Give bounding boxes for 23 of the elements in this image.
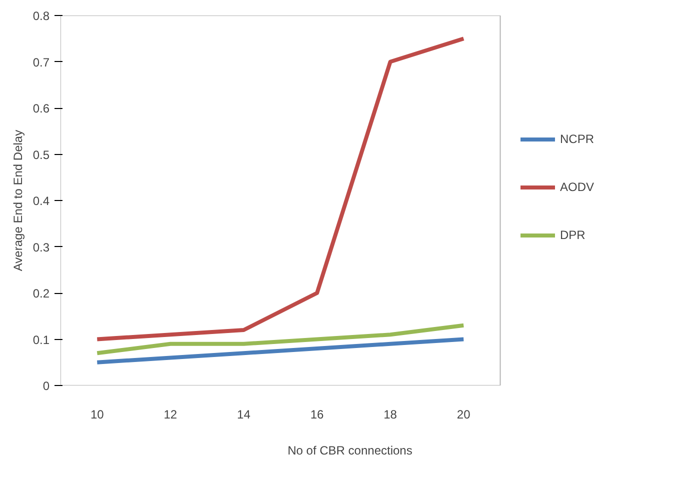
y-tick-label: 0.8 [32, 9, 50, 23]
x-axis-title: No of CBR connections [288, 444, 412, 458]
y-axis-title: Average End to End Delay [10, 130, 25, 272]
x-tick-label: 10 [90, 408, 104, 422]
line-series [95, 337, 466, 364]
legend-label: AODV [560, 180, 594, 194]
x-tick-label: 20 [456, 408, 471, 422]
line-series [95, 36, 466, 342]
y-tick-label: 0.1 [32, 332, 50, 347]
y-tick-label: 0 [42, 379, 50, 393]
x-tick-label: 18 [384, 408, 398, 422]
line-series [95, 323, 466, 356]
legend-label: DPR [560, 228, 586, 242]
x-tick-label: 14 [237, 408, 251, 422]
x-tick-label: 16 [310, 408, 324, 422]
y-tick-label: 0.6 [32, 102, 50, 116]
y-tick-label: 0.2 [32, 286, 50, 300]
y-tick-label: 0.5 [32, 148, 50, 162]
x-tick-label: 12 [164, 408, 178, 422]
y-tick-label: 0.7 [32, 55, 50, 70]
y-tick-label: 0.3 [32, 240, 50, 254]
legend-label: NCPR [560, 132, 594, 146]
y-tick-label: 0.4 [32, 194, 50, 208]
